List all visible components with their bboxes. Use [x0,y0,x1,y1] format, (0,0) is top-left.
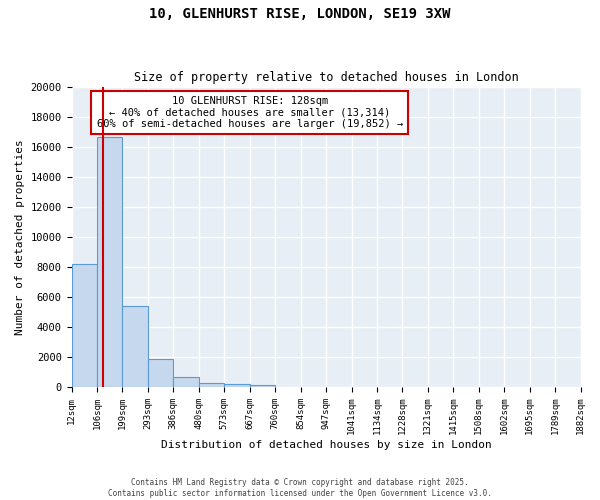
Text: Contains HM Land Registry data © Crown copyright and database right 2025.
Contai: Contains HM Land Registry data © Crown c… [108,478,492,498]
Bar [148,360,173,387]
Bar [199,382,224,387]
Bar [224,384,250,387]
Bar [97,136,122,387]
Text: 10, GLENHURST RISE, LONDON, SE19 3XW: 10, GLENHURST RISE, LONDON, SE19 3XW [149,8,451,22]
Title: Size of property relative to detached houses in London: Size of property relative to detached ho… [134,72,518,85]
Y-axis label: Number of detached properties: Number of detached properties [15,139,25,335]
X-axis label: Distribution of detached houses by size in London: Distribution of detached houses by size … [161,440,491,450]
Bar [71,264,97,387]
Bar [122,306,148,387]
Bar [250,385,275,387]
Bar [173,376,199,387]
Text: 10 GLENHURST RISE: 128sqm
← 40% of detached houses are smaller (13,314)
60% of s: 10 GLENHURST RISE: 128sqm ← 40% of detac… [97,96,403,130]
